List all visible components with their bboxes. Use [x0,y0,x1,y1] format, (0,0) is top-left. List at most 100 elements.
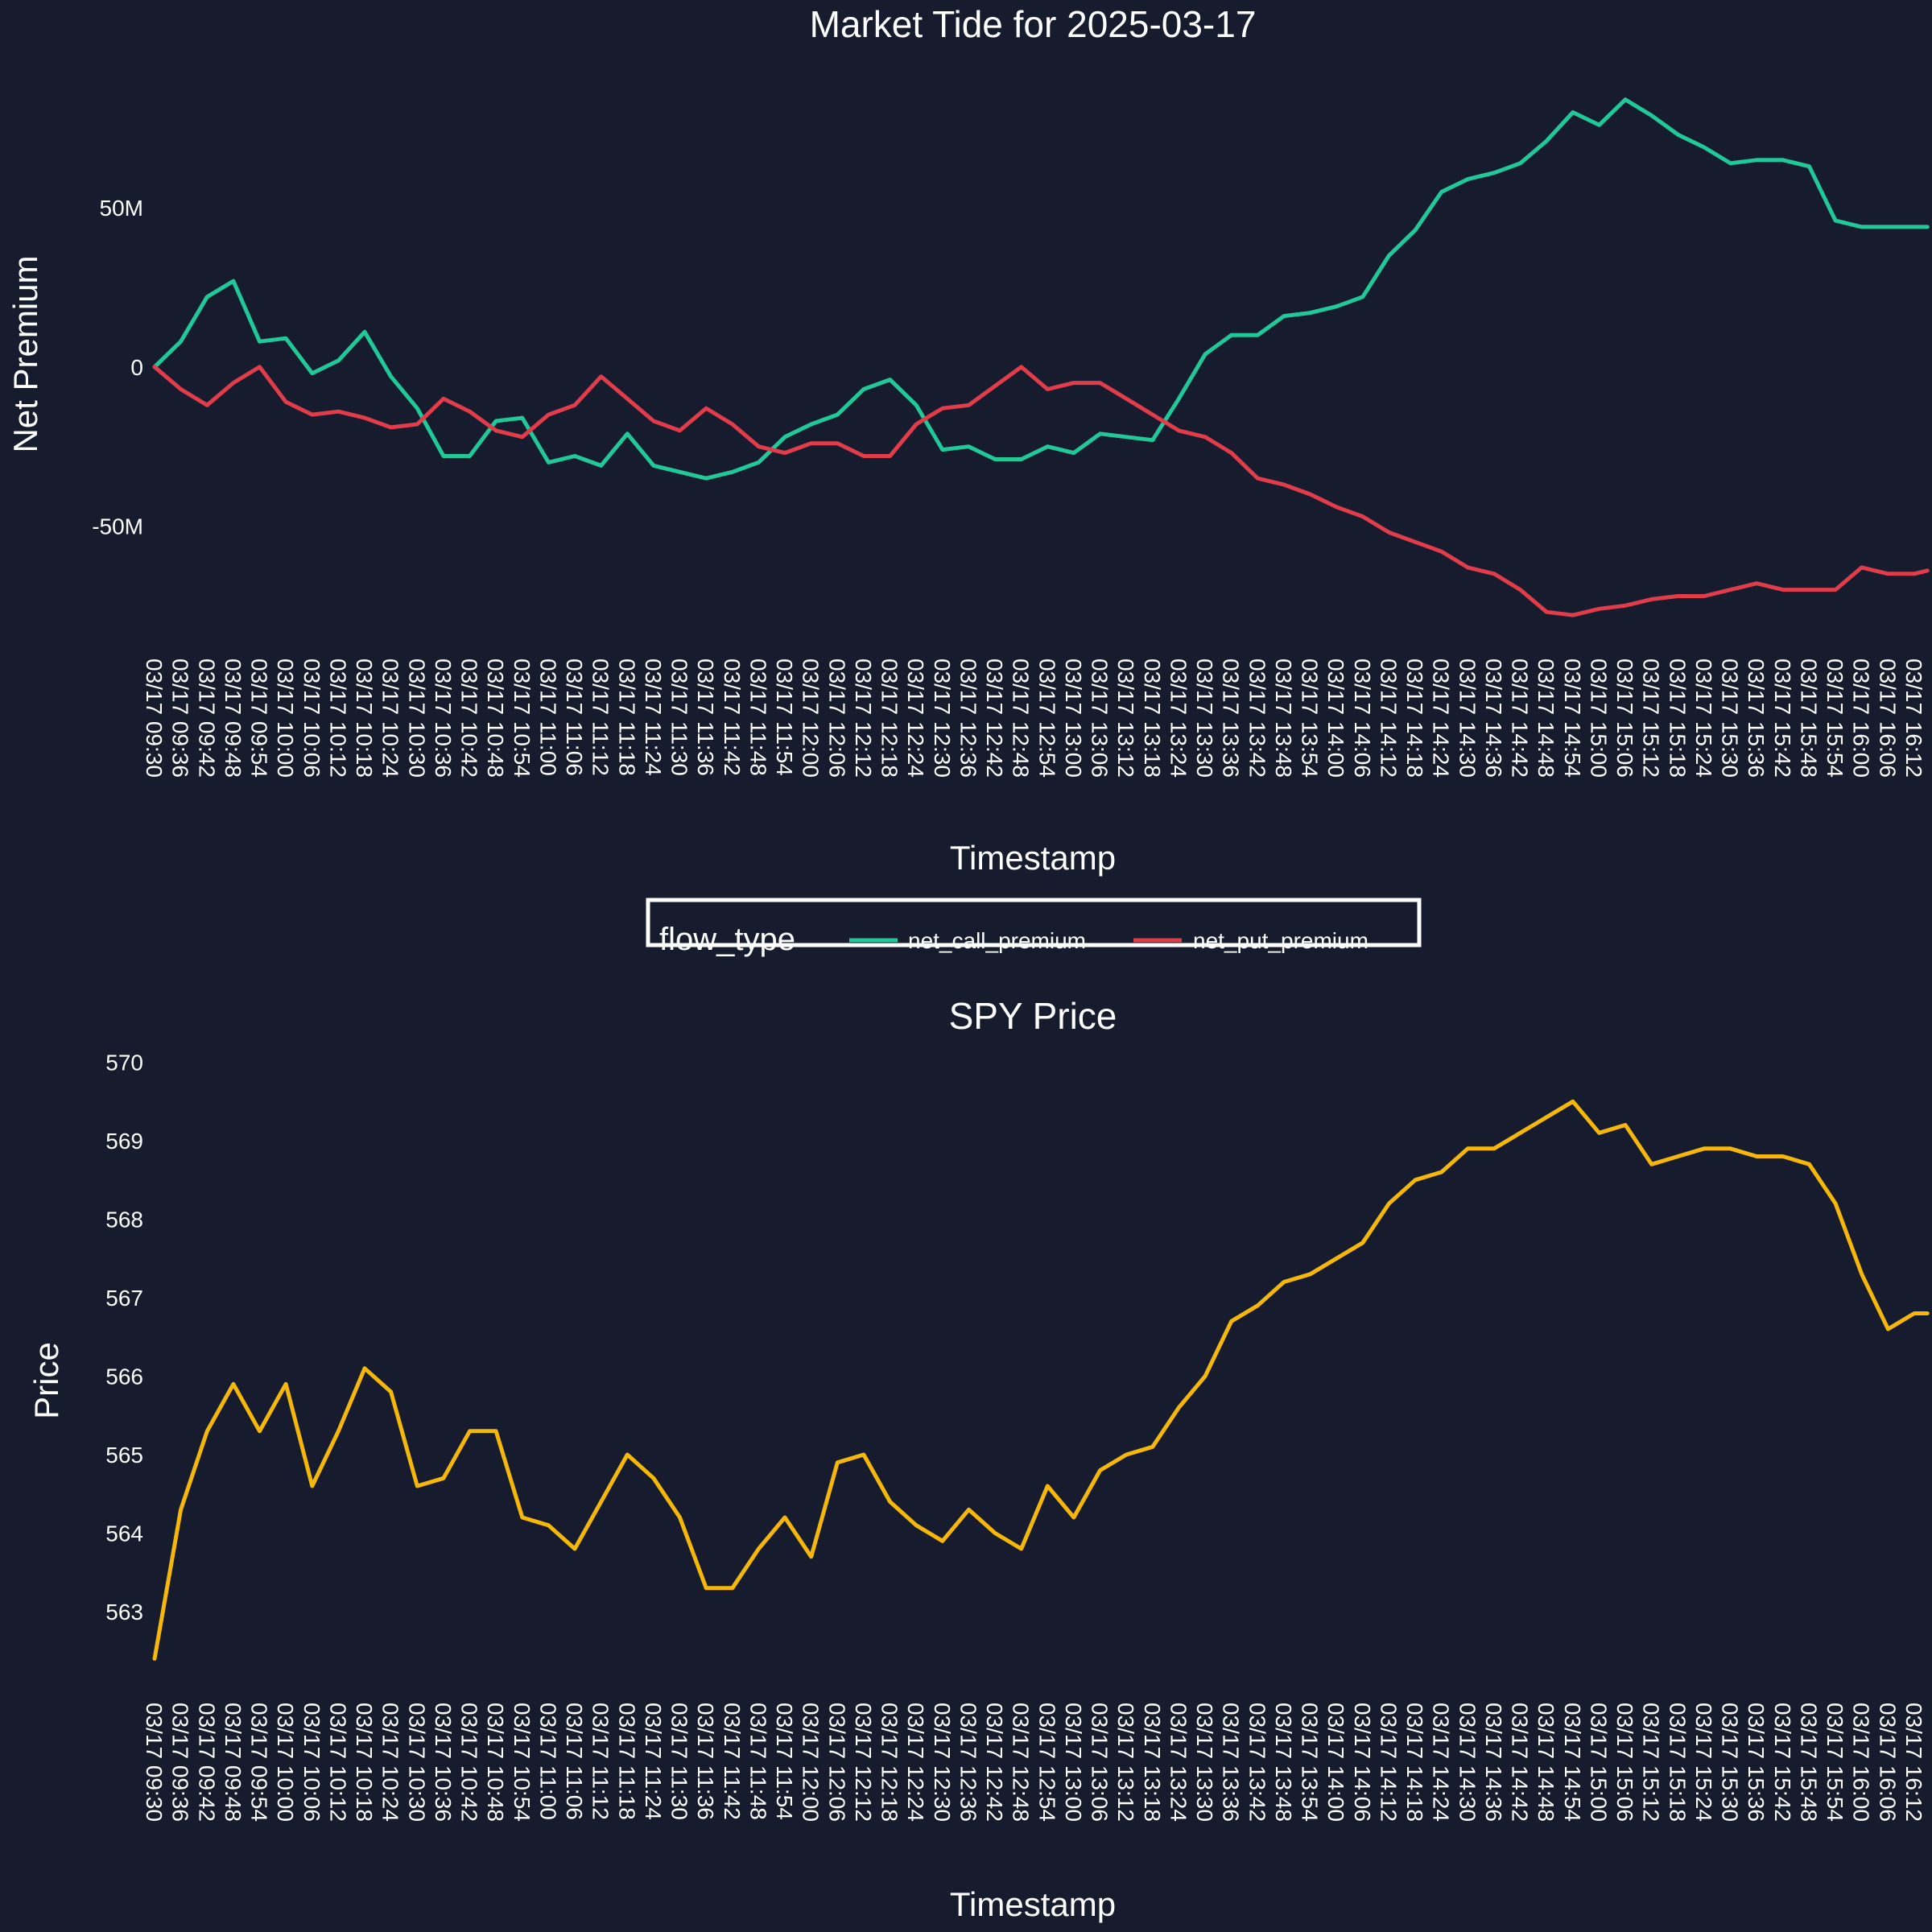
top-x-tick-label: 03/17 10:06 [299,658,324,778]
top-x-tick-label: 03/17 13:24 [1166,658,1191,778]
top-x-tick-label: 03/17 16:12 [1901,658,1926,778]
top-x-tick-label: 03/17 13:12 [1113,658,1138,778]
bottom-x-tick-label: 03/17 10:36 [431,1703,456,1822]
top-x-tick-label: 03/17 14:54 [1560,658,1585,778]
bottom-x-tick-label: 03/17 13:48 [1271,1703,1296,1822]
bottom-x-tick-label: 03/17 11:36 [693,1703,718,1820]
top-x-tick-label: 03/17 15:54 [1823,658,1847,778]
bottom-y-tick-label: 568 [105,1208,143,1232]
top-x-tick-label: 03/17 09:36 [168,658,193,778]
bottom-y-tick-label: 570 [105,1051,143,1075]
top-x-tick-label: 03/17 13:48 [1271,658,1296,778]
bottom-x-tick-label: 03/17 14:18 [1402,1703,1427,1822]
top-x-tick-label: 03/17 11:06 [562,658,587,776]
top-x-tick-label: 03/17 12:24 [903,658,928,778]
bottom-x-tick-label: 03/17 12:36 [956,1703,980,1822]
bottom-x-ticks: 03/17 09:30 03/17 09:36 03/17 09:42 03/17 0… [142,1703,1926,1822]
top-x-tick-label: 03/17 11:12 [588,658,613,776]
bottom-x-tick-label: 03/17 13:54 [1298,1703,1323,1822]
top-x-tick-label: 03/17 16:00 [1849,658,1874,778]
bottom-x-tick-label: 03/17 13:00 [1061,1703,1086,1822]
legend-title: flow_type [659,922,795,957]
bottom-y-tick-label: 564 [105,1521,143,1546]
bottom-x-tick-label: 03/17 15:06 [1612,1703,1637,1822]
bottom-x-tick-label: 03/17 15:36 [1744,1703,1769,1822]
bottom-x-tick-label: 03/17 10:06 [299,1703,324,1822]
top-x-tick-label: 03/17 15:42 [1770,658,1795,778]
legend-entry-net-put-premium: net_put_premium [1193,928,1368,953]
bottom-x-tick-label: 03/17 12:00 [799,1703,824,1822]
bottom-x-tick-label: 03/17 15:30 [1718,1703,1743,1822]
bottom-x-tick-label: 03/17 09:42 [194,1703,219,1822]
bottom-y-tick-label: 566 [105,1364,143,1389]
bottom-x-tick-label: 03/17 09:54 [247,1703,272,1822]
top-x-tick-label: 03/17 09:42 [194,658,219,778]
bottom-x-tick-label: 03/17 11:00 [535,1703,560,1820]
top-x-tick-label: 03/17 13:00 [1061,658,1086,778]
legend-entry-net-call-premium: net_call_premium [908,928,1086,953]
top-x-tick-label: 03/17 09:30 [142,658,167,778]
bottom-x-tick-label: 03/17 12:18 [877,1703,902,1822]
bottom-x-tick-label: 03/17 12:42 [982,1703,1007,1822]
bottom-x-tick-label: 03/17 12:06 [824,1703,849,1822]
bottom-y-ticks: 563 564 565 566 567 568 569 570 [105,1051,143,1625]
top-x-tick-label: 03/17 14:24 [1429,658,1454,778]
top-x-tick-label: 03/17 14:36 [1481,658,1506,778]
bottom-x-tick-label: 03/17 13:30 [1192,1703,1217,1822]
top-x-tick-label: 03/17 10:12 [325,658,350,778]
top-x-tick-label: 03/17 12:30 [930,658,955,778]
top-x-tick-label: 03/17 12:06 [824,658,849,778]
bottom-x-axis-label: Timestamp [950,1885,1116,1923]
bottom-x-tick-label: 03/17 09:30 [142,1703,167,1822]
top-x-tick-label: 03/17 11:54 [772,658,797,776]
bottom-x-tick-label: 03/17 15:24 [1691,1703,1716,1822]
bottom-plot-lines [152,1099,1930,1661]
top-x-tick-label: 03/17 10:24 [378,658,403,778]
top-x-tick-label: 03/17 14:06 [1350,658,1375,778]
top-x-tick-label: 03/17 13:06 [1088,658,1113,778]
bottom-x-tick-label: 03/17 13:18 [1140,1703,1165,1822]
top-x-tick-label: 03/17 15:24 [1691,658,1716,778]
bottom-x-tick-label: 03/17 10:24 [378,1703,403,1822]
top-x-tick-label: 03/17 10:30 [404,658,429,778]
bottom-x-tick-label: 03/17 15:48 [1797,1703,1822,1822]
top-series-line-net-call-premium [152,97,1930,481]
top-x-tick-label: 03/17 15:30 [1718,658,1743,778]
top-x-tick-label: 03/17 10:18 [352,658,377,778]
bottom-y-tick-label: 567 [105,1286,143,1311]
top-x-tick-label: 03/17 14:48 [1534,658,1558,778]
bottom-x-tick-label: 03/17 11:42 [720,1703,745,1820]
bottom-x-tick-label: 03/17 14:36 [1481,1703,1506,1822]
bottom-x-tick-label: 03/17 11:30 [667,1703,692,1820]
legend-frame [646,898,1422,947]
top-y-tick-label: 50M [100,196,143,221]
bottom-x-tick-label: 03/17 15:18 [1665,1703,1690,1822]
top-x-tick-label: 03/17 14:18 [1402,658,1427,778]
top-x-tick-label: 03/17 10:36 [431,658,456,778]
bottom-series-line-price [152,1099,1930,1661]
bottom-chart-title: SPY Price [949,995,1117,1037]
top-x-tick-label: 03/17 15:12 [1639,658,1664,778]
top-x-tick-label: 03/17 10:42 [457,658,482,778]
top-x-tick-label: 03/17 15:00 [1587,658,1612,778]
top-x-tick-label: 03/17 11:18 [614,658,639,776]
top-x-ticks: 03/17 09:30 03/17 09:36 03/17 09:42 03/17 0… [142,658,1926,778]
top-x-tick-label: 03/17 12:54 [1034,658,1059,778]
bottom-x-tick-label: 03/17 15:42 [1770,1703,1795,1822]
top-x-axis-label: Timestamp [950,839,1116,877]
top-x-tick-label: 03/17 09:54 [247,658,272,778]
bottom-y-axis-label: Price [27,1342,65,1419]
top-x-tick-label: 03/17 15:36 [1744,658,1769,778]
top-x-tick-label: 03/17 14:12 [1377,658,1402,778]
bottom-x-tick-label: 03/17 14:30 [1455,1703,1480,1822]
bottom-x-tick-label: 03/17 10:48 [483,1703,508,1822]
top-x-tick-label: 03/17 11:30 [667,658,692,776]
bottom-x-tick-label: 03/17 12:54 [1034,1703,1059,1822]
bottom-x-tick-label: 03/17 11:12 [588,1703,613,1820]
top-x-tick-label: 03/17 15:18 [1665,658,1690,778]
bottom-x-tick-label: 03/17 15:54 [1823,1703,1847,1822]
bottom-x-tick-label: 03/17 10:30 [404,1703,429,1822]
top-x-tick-label: 03/17 13:18 [1140,658,1165,778]
top-x-tick-label: 03/17 11:24 [641,658,666,776]
